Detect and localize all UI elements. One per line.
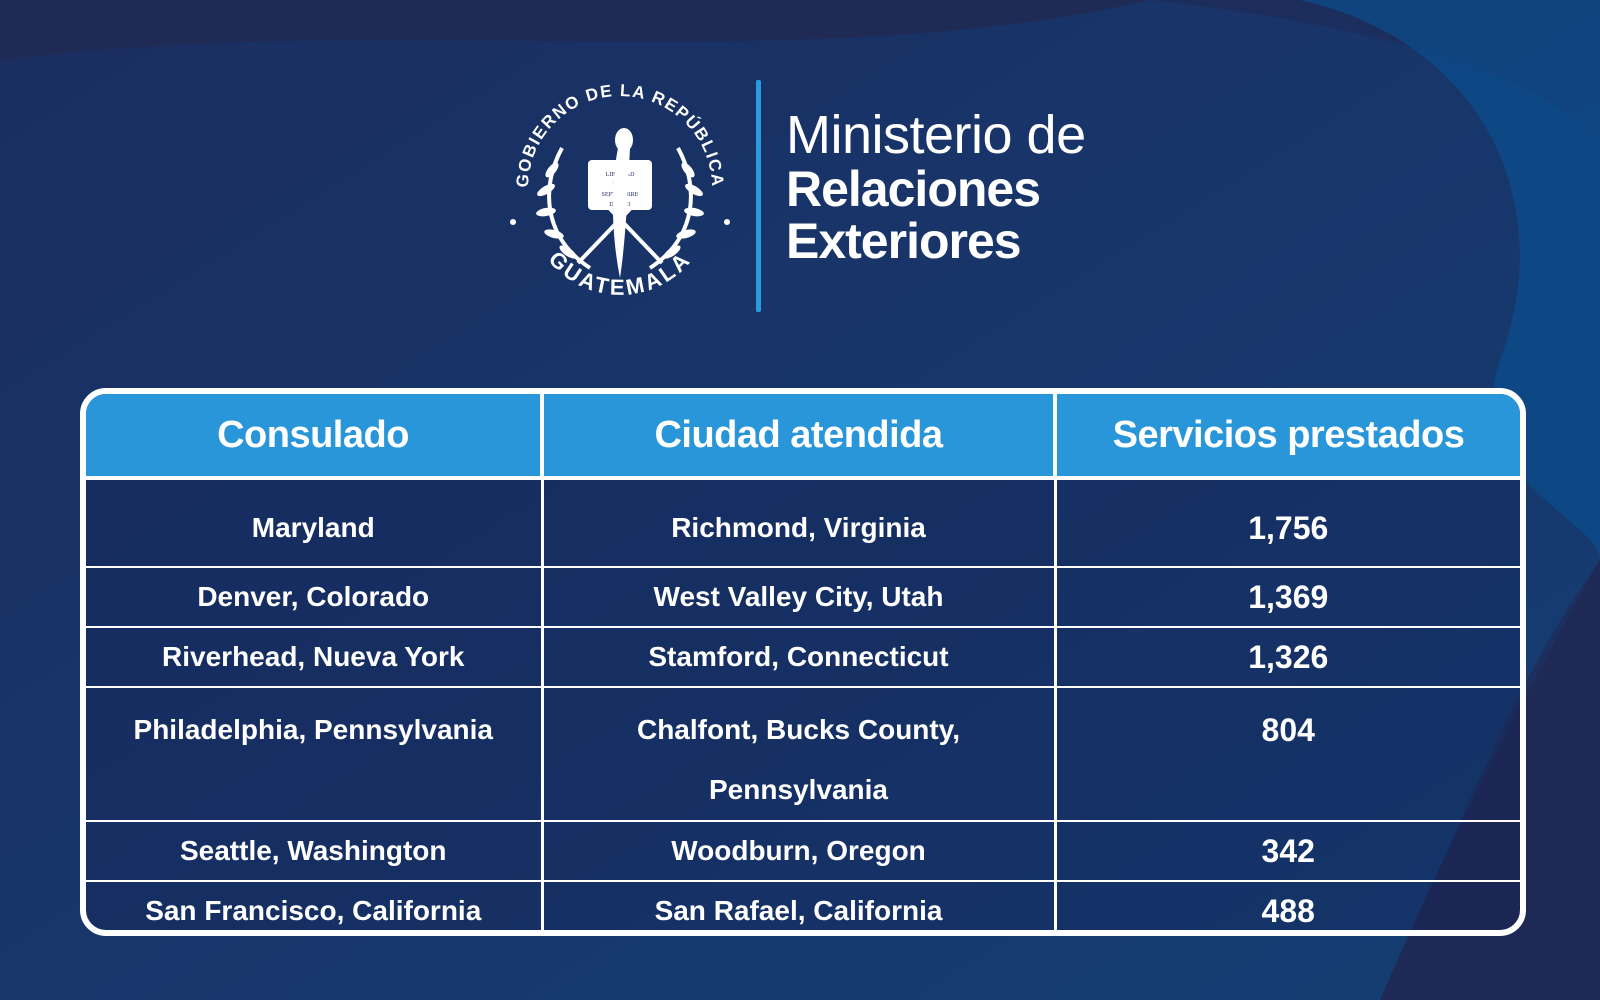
header-divider (756, 80, 761, 312)
table-row: Philadelphia, Pennsylvania Chalfont, Buc… (86, 687, 1520, 822)
ministry-header: GOBIERNO DE LA REPÚBLICA GUATEMALA (500, 78, 1100, 318)
column-header-consulado: Consulado (86, 394, 544, 480)
cell-servicios: 1,369 (1055, 567, 1520, 628)
table-row: Riverhead, Nueva York Stamford, Connecti… (86, 627, 1520, 688)
table-row: Seattle, Washington Woodburn, Oregon 342 (86, 821, 1520, 882)
cell-servicios: 342 (1055, 821, 1520, 882)
services-table: Consulado Ciudad atendida Servicios pres… (80, 388, 1526, 936)
cell-ciudad: Chalfont, Bucks County, Pennsylvania (542, 687, 1057, 822)
cell-servicios: 804 (1055, 687, 1520, 822)
cell-consulado: Maryland (86, 478, 544, 568)
cell-consulado: Denver, Colorado (86, 567, 544, 628)
column-header-ciudad: Ciudad atendida (542, 394, 1057, 480)
column-header-servicios: Servicios prestados (1055, 394, 1520, 480)
table-header-row: Consulado Ciudad atendida Servicios pres… (86, 394, 1520, 480)
cell-servicios: 1,756 (1055, 478, 1520, 568)
ministry-title-line1: Ministerio de (786, 105, 1086, 165)
cell-ciudad: West Valley City, Utah (542, 567, 1057, 628)
cell-consulado: Seattle, Washington (86, 821, 544, 882)
table-row: Denver, Colorado West Valley City, Utah … (86, 567, 1520, 628)
table-row: Maryland Richmond, Virginia 1,756 (86, 478, 1520, 568)
cell-consulado: San Francisco, California (86, 881, 544, 930)
cell-consulado: Philadelphia, Pennsylvania (86, 687, 544, 822)
cell-ciudad: Richmond, Virginia (542, 478, 1057, 568)
table-row: San Francisco, California San Rafael, Ca… (86, 881, 1520, 930)
cell-servicios: 488 (1261, 892, 1315, 929)
ministry-title: Ministerio de Relaciones Exteriores (786, 108, 1086, 266)
cell-ciudad: San Rafael, California (542, 881, 1057, 930)
ministry-title-line3: Exteriores (786, 213, 1022, 269)
cell-servicios: 1,326 (1055, 627, 1520, 688)
cell-ciudad: Woodburn, Oregon (542, 821, 1057, 882)
cell-ciudad: Stamford, Connecticut (542, 627, 1057, 688)
cell-consulado: Riverhead, Nueva York (86, 627, 544, 688)
guatemala-seal-logo: GOBIERNO DE LA REPÚBLICA GUATEMALA (510, 81, 730, 300)
ministry-title-line2: Relaciones (786, 161, 1041, 217)
